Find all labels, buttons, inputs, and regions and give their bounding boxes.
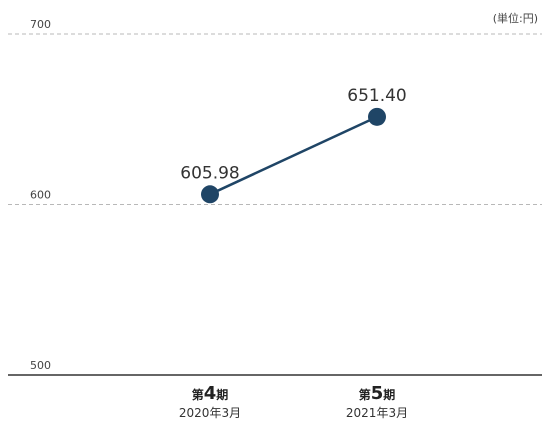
data-point (201, 185, 219, 204)
date-label: 2021年3月 (346, 406, 408, 420)
unit-label: (単位:円) (493, 11, 538, 25)
y-tick-label: 500 (30, 359, 51, 372)
data-label: 605.98 (180, 163, 239, 183)
period-label: 第5期 (359, 383, 396, 404)
data-point (368, 107, 386, 126)
series-layer: 605.98 651.40 (180, 86, 407, 204)
y-tick-label: 600 (30, 189, 51, 202)
series-line (209, 115, 378, 196)
period-label: 第4期 (192, 383, 229, 404)
data-label: 651.40 (347, 86, 406, 106)
y-axis-tick-labels: 700 600 500 (30, 18, 51, 372)
x-axis-category-labels: 第4期 2020年3月 第5期 2021年3月 (179, 383, 408, 420)
y-tick-label: 700 (30, 18, 51, 31)
gridlines (8, 33, 542, 205)
date-label: 2020年3月 (179, 406, 241, 420)
